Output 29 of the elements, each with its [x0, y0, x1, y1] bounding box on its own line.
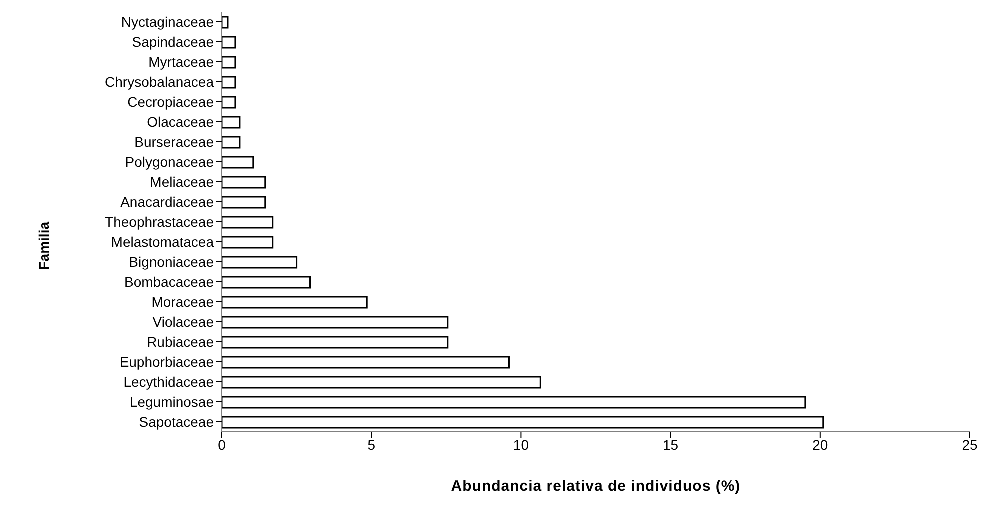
x-tick-label: 0	[218, 436, 226, 453]
y-axis-title: Familia	[36, 222, 52, 270]
y-tick-label: Violaceae	[152, 314, 214, 330]
x-tick-label: 10	[513, 436, 530, 453]
y-tick-label: Cecropiaceae	[128, 94, 214, 110]
y-tick-label: Sapindaceae	[132, 34, 214, 50]
x-tick-label: 15	[663, 436, 679, 453]
y-tick-label: Bombacaceae	[124, 274, 214, 290]
x-axis-title: Abundancia relativa de individuos (%)	[450, 478, 742, 495]
y-tick-label: Myrtaceae	[148, 54, 214, 70]
y-tick-label: Leguminosae	[130, 394, 214, 410]
y-tick-label: Meliaceae	[150, 174, 214, 190]
y-tick-label: Sapotaceae	[139, 414, 214, 430]
y-tick-label: Lecythidaceae	[124, 374, 214, 390]
y-tick-label: Melastomatacea	[111, 234, 214, 250]
y-tick-label: Polygonaceae	[125, 154, 214, 170]
y-tick-label: Chrysobalanacea	[105, 74, 214, 90]
y-tick-label: Theophrastaceae	[105, 214, 214, 230]
y-tick-label: Olacaceae	[147, 114, 214, 130]
y-tick-label: Burseraceae	[134, 134, 214, 150]
x-tick-label: 25	[962, 436, 978, 453]
y-tick-label: Rubiaceae	[147, 334, 214, 350]
y-tick-label: Moraceae	[152, 294, 214, 310]
x-tick-label: 20	[812, 436, 828, 453]
y-tick-label: Anacardiaceae	[120, 194, 214, 210]
y-tick-label: Nyctaginaceae	[121, 14, 214, 30]
y-tick-label: Bignoniaceae	[129, 254, 214, 270]
y-tick-label: Euphorbiaceae	[120, 354, 214, 370]
x-tick-label: 5	[368, 436, 376, 453]
